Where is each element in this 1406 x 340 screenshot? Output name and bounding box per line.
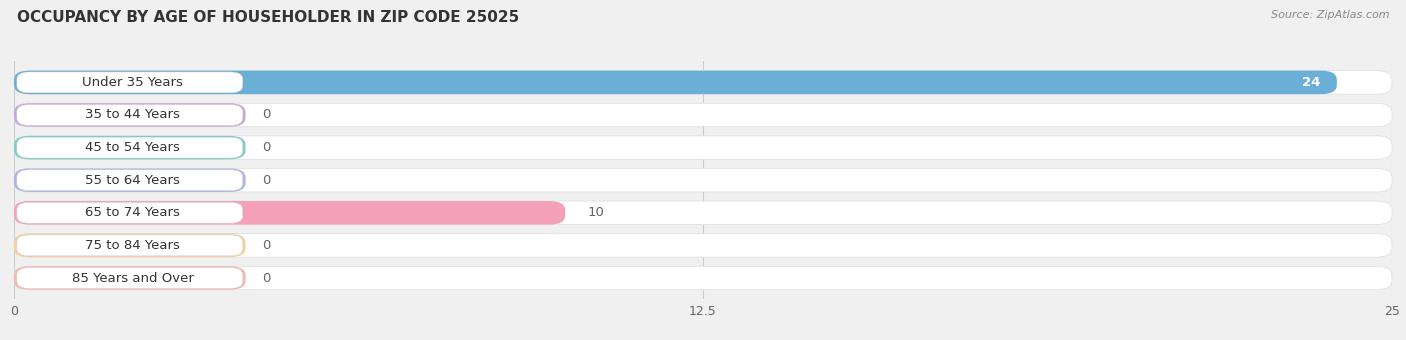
FancyBboxPatch shape xyxy=(14,201,565,224)
FancyBboxPatch shape xyxy=(14,103,246,127)
FancyBboxPatch shape xyxy=(14,71,1337,94)
Text: 0: 0 xyxy=(262,239,270,252)
Text: OCCUPANCY BY AGE OF HOUSEHOLDER IN ZIP CODE 25025: OCCUPANCY BY AGE OF HOUSEHOLDER IN ZIP C… xyxy=(17,10,519,25)
FancyBboxPatch shape xyxy=(17,137,243,158)
Text: 35 to 44 Years: 35 to 44 Years xyxy=(86,108,180,121)
Text: 0: 0 xyxy=(262,141,270,154)
Text: 65 to 74 Years: 65 to 74 Years xyxy=(86,206,180,219)
Text: 85 Years and Over: 85 Years and Over xyxy=(72,272,194,285)
FancyBboxPatch shape xyxy=(14,136,246,159)
FancyBboxPatch shape xyxy=(14,266,246,290)
FancyBboxPatch shape xyxy=(14,234,246,257)
FancyBboxPatch shape xyxy=(14,103,1392,127)
FancyBboxPatch shape xyxy=(17,170,243,191)
FancyBboxPatch shape xyxy=(14,168,246,192)
FancyBboxPatch shape xyxy=(14,168,1392,192)
FancyBboxPatch shape xyxy=(17,105,243,125)
Text: 0: 0 xyxy=(262,108,270,121)
FancyBboxPatch shape xyxy=(14,234,1392,257)
FancyBboxPatch shape xyxy=(14,201,1392,224)
Text: Source: ZipAtlas.com: Source: ZipAtlas.com xyxy=(1271,10,1389,20)
Text: 0: 0 xyxy=(262,272,270,285)
Text: 24: 24 xyxy=(1302,76,1320,89)
Text: 0: 0 xyxy=(262,174,270,187)
Text: 55 to 64 Years: 55 to 64 Years xyxy=(86,174,180,187)
FancyBboxPatch shape xyxy=(17,235,243,256)
FancyBboxPatch shape xyxy=(14,266,1392,290)
FancyBboxPatch shape xyxy=(14,71,1392,94)
Text: 10: 10 xyxy=(588,206,605,219)
Text: 75 to 84 Years: 75 to 84 Years xyxy=(86,239,180,252)
FancyBboxPatch shape xyxy=(17,72,243,93)
FancyBboxPatch shape xyxy=(17,202,243,223)
Text: 45 to 54 Years: 45 to 54 Years xyxy=(86,141,180,154)
FancyBboxPatch shape xyxy=(14,136,1392,159)
Text: Under 35 Years: Under 35 Years xyxy=(82,76,183,89)
FancyBboxPatch shape xyxy=(17,268,243,288)
